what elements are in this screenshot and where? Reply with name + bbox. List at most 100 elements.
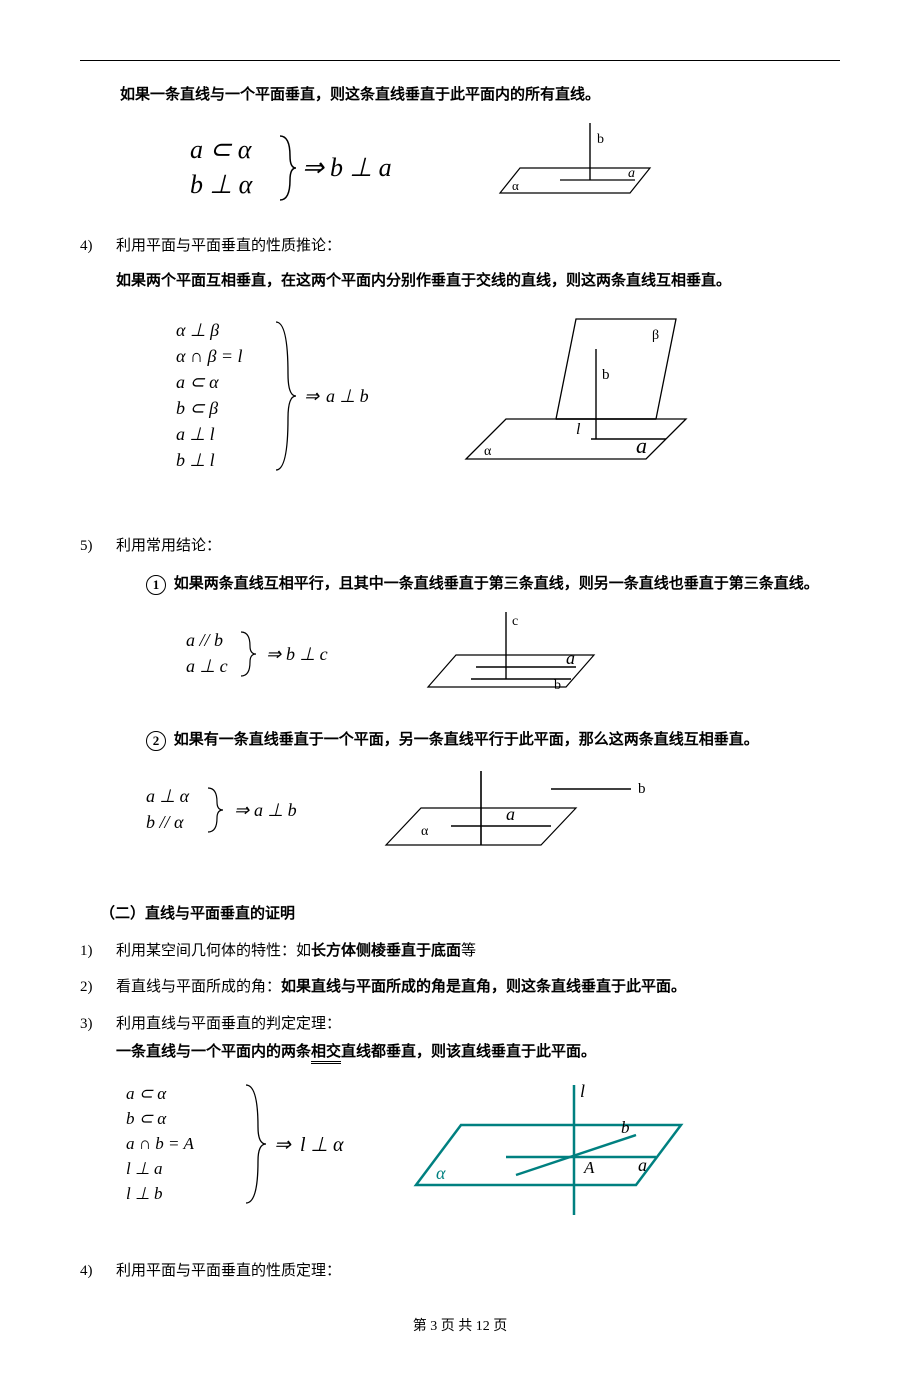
item5-sub2-row: a ⊥ α b // α ⇒ a ⊥ b α a bbox=[146, 763, 840, 869]
s3-concl: l ⊥ α bbox=[300, 1134, 344, 1156]
sub1-concl: b ⊥ c bbox=[286, 644, 328, 664]
sub1-a-label: a bbox=[566, 648, 575, 668]
block1-diagram: α a b bbox=[480, 118, 680, 219]
s3-p2: a ∩ b = A bbox=[126, 1134, 194, 1153]
s3-p3: l ⊥ a bbox=[126, 1159, 163, 1178]
sec2-item2: 2) 看直线与平面所成的角：如果直线与平面所成的角是直角，则这条直线垂直于此平面… bbox=[80, 973, 840, 1002]
page-footer: 第 3 页 共 12 页 bbox=[80, 1314, 840, 1341]
sec2-item3-formula-svg: a ⊂ α b ⊂ α a ∩ b = A l ⊥ a l ⊥ b ⇒ l ⊥ … bbox=[126, 1079, 376, 1219]
circled-2-icon: 2 bbox=[146, 731, 166, 751]
item4-p5: b ⊥ l bbox=[176, 450, 215, 470]
sub1-diagram-svg: a b c bbox=[416, 607, 616, 702]
item4-row: 4) 利用平面与平面垂直的性质推论： 如果两个平面互相垂直，在这两个平面内分别作… bbox=[80, 232, 840, 514]
block1-formula-svg: a ⊂ α b ⊥ α ⇒ b ⊥ a bbox=[190, 128, 450, 208]
block1-brace bbox=[280, 136, 296, 200]
sec2-item2-bold: 如果直线与平面所成的角是直角，则这条直线垂直于此平面。 bbox=[281, 979, 686, 995]
sec2-item3: 3) 利用直线与平面垂直的判定定理： 一条直线与一个平面内的两条相交直线都垂直，… bbox=[80, 1010, 840, 1250]
item4-p2: a ⊂ α bbox=[176, 372, 219, 392]
item5-title: 利用常用结论： bbox=[116, 532, 840, 561]
s3-p4: l ⊥ b bbox=[126, 1184, 163, 1203]
sec2-item2-body: 看直线与平面所成的角：如果直线与平面所成的角是直角，则这条直线垂直于此平面。 bbox=[116, 973, 840, 1002]
top-rule bbox=[80, 60, 840, 61]
item4-num: 4) bbox=[80, 232, 116, 261]
item4-p0: α ⊥ β bbox=[176, 320, 219, 340]
item4-l-label: l bbox=[576, 421, 581, 438]
block1-prem2: b ⊥ α bbox=[190, 170, 254, 199]
sub1-p1: a ⊥ c bbox=[186, 656, 228, 676]
item4-p1: α ∩ β = l bbox=[176, 346, 243, 366]
item5-sub2-text: 如果有一条直线垂直于一个平面，另一条直线平行于此平面，那么这两条直线互相垂直。 bbox=[174, 732, 759, 748]
sub2-p1: b // α bbox=[146, 812, 184, 832]
s3-p1: b ⊂ α bbox=[126, 1109, 167, 1128]
item5-row: 5) 利用常用结论： 1 如果两条直线互相平行，且其中一条直线垂直于第三条直线，… bbox=[80, 532, 840, 883]
sub1-brace bbox=[241, 632, 256, 676]
sub2-b-label: b bbox=[638, 781, 646, 797]
item5-sub2-diagram: α a b bbox=[376, 763, 666, 869]
item4-formula-row: α ⊥ β α ∩ β = l a ⊂ α b ⊂ β a ⊥ l b ⊥ l … bbox=[176, 309, 840, 500]
sec2-item3-row: a ⊂ α b ⊂ α a ∩ b = A l ⊥ a l ⊥ b ⇒ l ⊥ … bbox=[126, 1075, 840, 1236]
item4-statement: 如果两个平面互相垂直，在这两个平面内分别作垂直于交线的直线，则这两条直线互相垂直… bbox=[116, 267, 840, 296]
s3-a-label: a bbox=[638, 1155, 647, 1175]
sub1-implies: ⇒ bbox=[266, 644, 282, 664]
intro-statement: 如果一条直线与一个平面垂直，则这条直线垂直于此平面内的所有直线。 bbox=[120, 81, 840, 110]
item4-alpha-label: α bbox=[484, 444, 492, 459]
item4-p4: a ⊥ l bbox=[176, 424, 215, 444]
item5-sub1-formula: a // b a ⊥ c ⇒ b ⊥ c bbox=[186, 624, 386, 695]
footer-post: 页 bbox=[490, 1319, 508, 1334]
sub1-formula-svg: a // b a ⊥ c ⇒ b ⊥ c bbox=[186, 624, 386, 684]
item4-implies: ⇒ bbox=[304, 386, 320, 406]
item4-beta-label: β bbox=[652, 328, 659, 343]
s3-p0: a ⊂ α bbox=[126, 1084, 167, 1103]
block1-implies: ⇒ bbox=[302, 153, 325, 182]
sec2-item3-num: 3) bbox=[80, 1010, 116, 1039]
sub2-a-label: a bbox=[506, 804, 515, 824]
item4-body: 利用平面与平面垂直的性质推论： 如果两个平面互相垂直，在这两个平面内分别作垂直于… bbox=[116, 232, 840, 514]
item5-sub1: 1 如果两条直线互相平行，且其中一条直线垂直于第三条直线，则另一条直线也垂直于第… bbox=[146, 570, 840, 712]
item5-sub2-formula: a ⊥ α b // α ⇒ a ⊥ b bbox=[146, 780, 346, 851]
sub1-b-label: b bbox=[554, 678, 561, 693]
item5-sub1-row: a // b a ⊥ c ⇒ b ⊥ c a bbox=[186, 607, 840, 713]
sub2-concl: a ⊥ b bbox=[254, 800, 297, 820]
sub2-alpha-label: α bbox=[421, 824, 429, 839]
sec2-item3-statement: 一条直线与一个平面内的两条相交直线都垂直，则该直线垂直于此平面。 bbox=[116, 1038, 840, 1067]
item5-sub1-diagram: a b c bbox=[416, 607, 616, 713]
item4-brace bbox=[276, 322, 296, 470]
s3-brace bbox=[246, 1085, 266, 1203]
block1-a-label: a bbox=[628, 166, 635, 181]
s3-b-label: b bbox=[621, 1118, 630, 1137]
sub2-p0: a ⊥ α bbox=[146, 786, 190, 806]
item5-body: 利用常用结论： 1 如果两条直线互相平行，且其中一条直线垂直于第三条直线，则另一… bbox=[116, 532, 840, 883]
item5-sub2-line: 2 如果有一条直线垂直于一个平面，另一条直线平行于此平面，那么这两条直线互相垂直… bbox=[146, 726, 840, 755]
item5-num: 5) bbox=[80, 532, 116, 561]
sec2-item4-num: 4) bbox=[80, 1257, 116, 1286]
sec2-item3-plain: 利用直线与平面垂直的判定定理： bbox=[116, 1010, 840, 1039]
item5-sub1-text: 如果两条直线互相平行，且其中一条直线垂直于第三条直线，则另一条直线也垂直于第三条… bbox=[174, 576, 819, 592]
block1-b-label: b bbox=[597, 132, 604, 147]
item4-p3: b ⊂ β bbox=[176, 398, 218, 418]
sub2-diagram-svg: α a b bbox=[376, 763, 666, 858]
item5-sub2: 2 如果有一条直线垂直于一个平面，另一条直线平行于此平面，那么这两条直线互相垂直… bbox=[146, 726, 840, 868]
sec2-item3-underlined: 相交 bbox=[311, 1044, 341, 1064]
heading-2: （二）直线与平面垂直的证明 bbox=[100, 900, 840, 929]
sec2-item2-plain: 看直线与平面所成的角： bbox=[116, 979, 281, 995]
s3-l-label: l bbox=[580, 1081, 585, 1101]
s3-implies: ⇒ bbox=[274, 1134, 292, 1156]
footer-mid: 页 共 bbox=[437, 1319, 476, 1334]
sec2-item3-diagram-svg: α a b A l bbox=[406, 1075, 706, 1225]
item5-sub1-line: 1 如果两条直线互相平行，且其中一条直线垂直于第三条直线，则另一条直线也垂直于第… bbox=[146, 570, 840, 599]
sec2-item4: 4) 利用平面与平面垂直的性质定理： bbox=[80, 1257, 840, 1286]
item4-title: 利用平面与平面垂直的性质推论： bbox=[116, 232, 840, 261]
block1-prem1: a ⊂ α bbox=[190, 135, 253, 164]
sec2-item3-body: 利用直线与平面垂直的判定定理： 一条直线与一个平面内的两条相交直线都垂直，则该直… bbox=[116, 1010, 840, 1250]
sec2-item1-plain: 利用某空间几何体的特性：如 bbox=[116, 943, 311, 959]
sec2-item1-body: 利用某空间几何体的特性：如长方体侧棱垂直于底面等 bbox=[116, 937, 840, 966]
sec2-item3-formula: a ⊂ α b ⊂ α a ∩ b = A l ⊥ a l ⊥ b ⇒ l ⊥ … bbox=[126, 1079, 376, 1230]
sub2-brace bbox=[208, 788, 223, 832]
sub2-formula-svg: a ⊥ α b // α ⇒ a ⊥ b bbox=[146, 780, 346, 840]
s3-line-b bbox=[516, 1135, 636, 1175]
item4-diagram-svg: α β l a b bbox=[456, 309, 716, 489]
sec2-item1: 1) 利用某空间几何体的特性：如长方体侧棱垂直于底面等 bbox=[80, 937, 840, 966]
sec2-item1-tail: 等 bbox=[461, 943, 476, 959]
sec2-item3-diagram: α a b A l bbox=[406, 1075, 706, 1236]
sec2-item2-num: 2) bbox=[80, 973, 116, 1002]
